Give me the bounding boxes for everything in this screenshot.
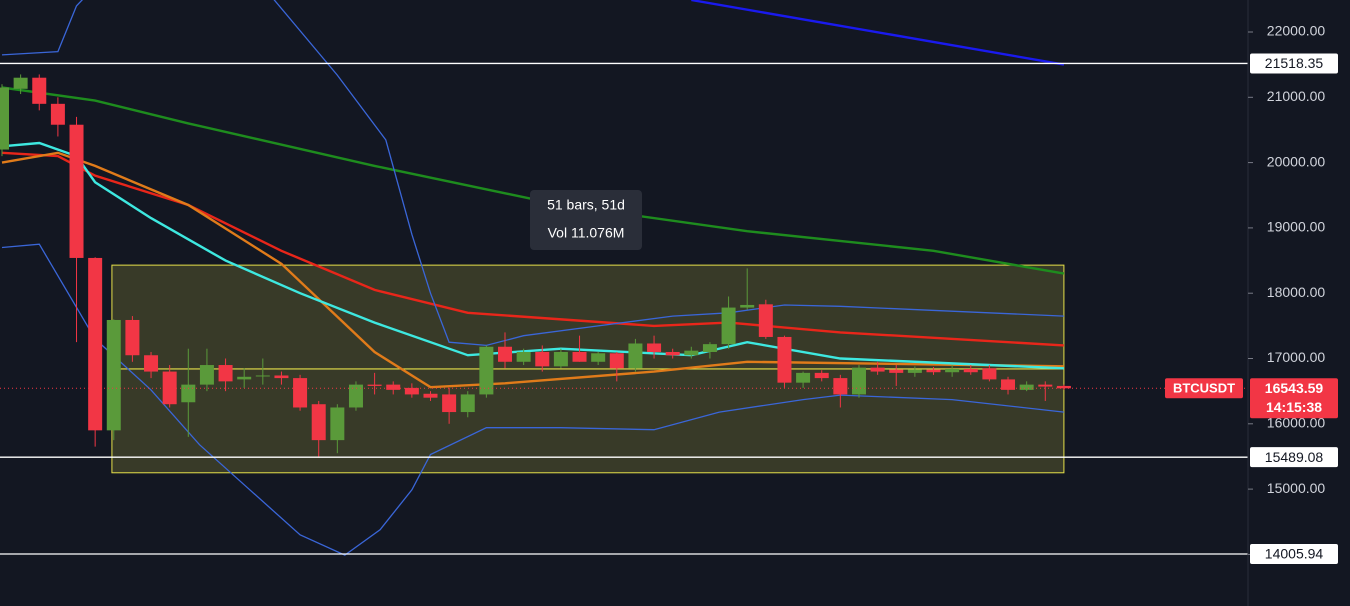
candle-body — [647, 343, 662, 352]
level-label: 14005.94 — [1265, 546, 1324, 562]
candle-body — [162, 371, 177, 405]
tooltip-bars: 51 bars, 51d — [547, 197, 625, 213]
candle-body — [777, 336, 792, 383]
candle-body — [125, 319, 140, 356]
indicator-line — [1, 243, 1064, 556]
candle-body — [945, 368, 960, 373]
level-label: 21518.35 — [1265, 55, 1324, 71]
candle-body — [50, 103, 65, 125]
candle-body — [553, 351, 568, 367]
candle-body — [498, 346, 513, 362]
candle-body — [144, 355, 159, 372]
candle-body — [721, 307, 736, 345]
level-label: 15489.08 — [1265, 449, 1324, 465]
candle-body — [274, 375, 289, 379]
candle-body — [404, 387, 419, 395]
candle-body — [442, 394, 457, 413]
candle-body — [628, 343, 643, 369]
symbol-label: BTCUSDT — [1173, 381, 1235, 396]
candle-body — [684, 350, 699, 356]
candle-body — [311, 404, 326, 441]
candle-body — [88, 257, 103, 431]
y-tick-label: 21000.00 — [1267, 88, 1326, 104]
candle-body — [293, 378, 308, 408]
candle-body — [367, 384, 382, 386]
price-badge — [1250, 378, 1338, 419]
y-tick-label: 17000.00 — [1267, 349, 1326, 365]
indicator-line — [691, 0, 1065, 66]
candle-body — [330, 407, 345, 441]
candle-body — [926, 369, 941, 373]
candle-body — [1019, 384, 1034, 390]
candle-body — [535, 351, 550, 367]
candle-body — [13, 77, 28, 89]
y-tick-label: 22000.00 — [1267, 23, 1326, 39]
candle-body — [814, 372, 829, 379]
candle-body — [851, 367, 866, 395]
candle-body — [69, 124, 84, 258]
countdown-label: 14:15:38 — [1266, 399, 1322, 415]
candle-body — [665, 351, 680, 356]
candle-body — [982, 368, 997, 380]
candle-body — [423, 393, 438, 398]
plot-area — [0, 0, 1248, 556]
tooltip: 51 bars, 51d Vol 11.076M — [530, 190, 642, 250]
y-tick-label: 19000.00 — [1267, 219, 1326, 235]
candle-body — [460, 394, 475, 413]
y-tick-label: 16000.00 — [1267, 415, 1326, 431]
tooltip-box — [530, 190, 642, 250]
candle-body — [0, 87, 9, 150]
price-label: 16543.59 — [1265, 380, 1324, 396]
candle-body — [32, 77, 47, 104]
candle-body — [870, 367, 885, 372]
candle-body — [907, 369, 922, 373]
y-tick-label: 15000.00 — [1267, 480, 1326, 496]
candle-body — [237, 376, 252, 380]
candle-body — [758, 304, 773, 337]
candle-body — [199, 365, 214, 385]
candle-body — [218, 365, 233, 382]
candle-body — [106, 319, 121, 431]
candle-body — [181, 384, 196, 403]
candle-body — [796, 372, 811, 383]
candle-body — [479, 346, 494, 395]
level-badge — [1250, 544, 1338, 565]
candle-body — [740, 304, 755, 308]
candle-body — [702, 344, 717, 352]
candle-body — [1038, 384, 1053, 387]
candle-body — [572, 351, 587, 362]
price-axis: 22000.00 21000.00 20000.00 19000.00 18000.00… — [1248, 23, 1338, 565]
candle-body — [348, 384, 363, 408]
candle-body — [889, 369, 904, 373]
candle-body — [963, 368, 978, 373]
candle-body — [609, 353, 624, 369]
candle-body — [516, 351, 531, 362]
level-badge — [1250, 53, 1338, 74]
indicator-line — [1, 86, 1065, 275]
tooltip-volume: Vol 11.076M — [548, 225, 625, 241]
candle-body — [833, 378, 848, 395]
level-badge — [1250, 447, 1338, 468]
candle-body — [386, 384, 401, 390]
indicator-line — [1, 0, 1064, 347]
candle-body — [255, 375, 270, 377]
symbol-badge — [1165, 378, 1243, 399]
candle-body — [1001, 379, 1016, 390]
candle-body — [591, 353, 606, 362]
y-tick-label: 18000.00 — [1267, 284, 1326, 300]
y-tick-label: 20000.00 — [1267, 153, 1326, 169]
candle-body — [1056, 385, 1071, 389]
